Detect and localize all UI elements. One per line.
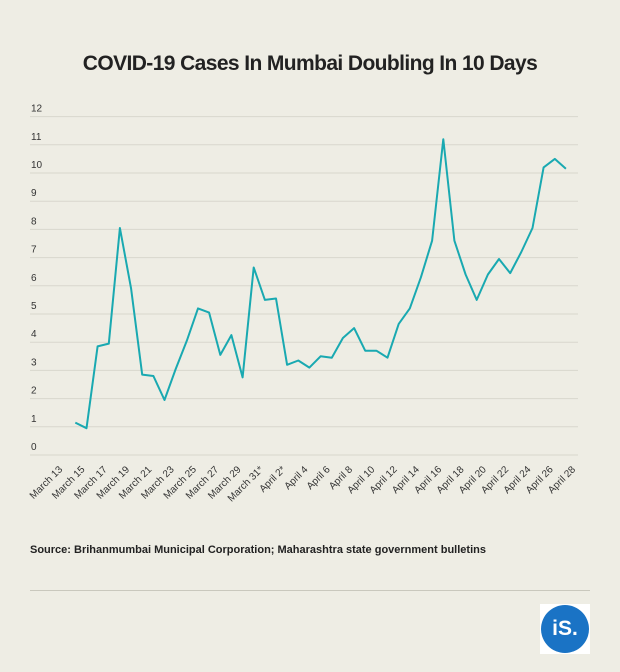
y-tick-label: 9 bbox=[31, 188, 37, 199]
y-tick-label: 8 bbox=[31, 216, 37, 227]
y-tick-label: 2 bbox=[31, 386, 37, 397]
source-note: Source: Brihanmumbai Municipal Corporati… bbox=[30, 544, 486, 556]
y-tick-label: 6 bbox=[31, 273, 37, 284]
y-tick-label: 12 bbox=[31, 104, 43, 115]
y-tick-label: 3 bbox=[31, 357, 37, 368]
y-tick-label: 4 bbox=[31, 329, 37, 340]
series-line bbox=[74, 138, 567, 430]
y-tick-label: 11 bbox=[31, 132, 42, 143]
y-tick-label: 5 bbox=[31, 301, 37, 312]
y-tick-label: 10 bbox=[31, 160, 43, 171]
y-tick-label: 7 bbox=[31, 245, 37, 256]
brand-logo: iS. bbox=[540, 604, 590, 654]
series-layer bbox=[74, 138, 567, 430]
logo-mark: iS. bbox=[541, 605, 589, 653]
grid-layer bbox=[30, 116, 578, 456]
y-tick-label: 1 bbox=[31, 414, 37, 425]
chart-title: COVID-19 Cases In Mumbai Doubling In 10 … bbox=[82, 52, 538, 75]
x-tick-label: April 6 bbox=[305, 464, 333, 492]
x-tick-label: April 4 bbox=[283, 464, 311, 492]
y-tick-label: 0 bbox=[31, 442, 37, 453]
divider bbox=[30, 590, 590, 591]
